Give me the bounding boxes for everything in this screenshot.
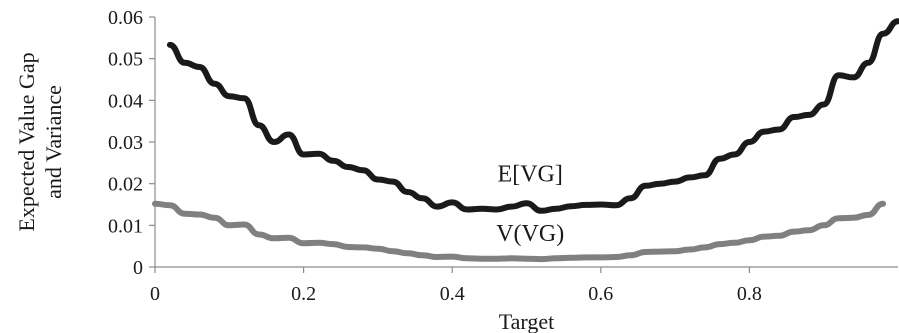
x-axis-title: Target	[499, 309, 554, 333]
x-tick-label: 0.4	[440, 283, 465, 305]
x-tick-label: 0	[150, 283, 160, 305]
y-tick-label: 0.02	[108, 174, 143, 196]
axes	[149, 16, 898, 273]
y-axis-title-line: and Variance	[41, 85, 66, 199]
y-tick-label: 0.01	[108, 215, 143, 237]
series-label-variance: V(VG)	[496, 221, 564, 247]
y-axis-title: Expected Value Gapand Variance	[14, 52, 66, 231]
x-tick-label: 0.6	[588, 283, 613, 305]
tick-labels: 0 0.01 0.02 0.03 0.04 0.05 0.06 0 0.2 0.4 0.6 0.8	[108, 7, 762, 305]
x-tick-label: 0.2	[291, 283, 316, 305]
series-annotations: E[VG] V(VG)	[496, 162, 564, 248]
x-tick-label: 0.8	[737, 283, 762, 305]
y-tick-label: 0.03	[108, 132, 143, 154]
series-line-expected-value-gap	[166, 18, 899, 214]
axis-labels: Target Expected Value Gapand Variance	[14, 52, 554, 333]
series-label-expected-value-gap: E[VG]	[498, 162, 563, 188]
y-tick-label: 0	[133, 257, 143, 279]
y-tick-label: 0.04	[108, 90, 143, 112]
series-lines	[152, 18, 899, 263]
y-tick-label: 0.05	[108, 49, 143, 71]
y-tick-label: 0.06	[108, 7, 143, 29]
y-axis-title-line: Expected Value Gap	[14, 52, 39, 231]
series-line-variance	[152, 200, 887, 263]
